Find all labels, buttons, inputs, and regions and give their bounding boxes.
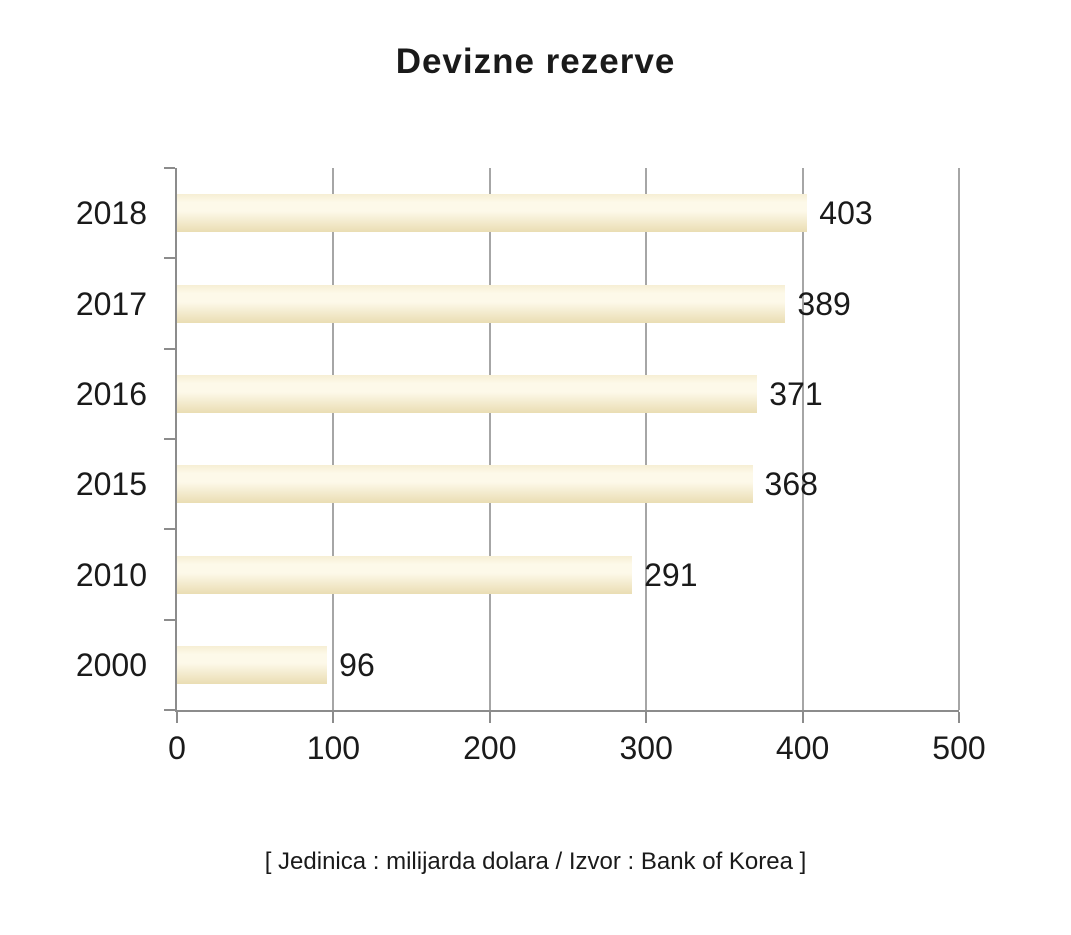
- y-axis-tick-5: [164, 618, 175, 621]
- value-label-2017: 389: [797, 285, 851, 322]
- plot-area: 0 100 200 300 400 500 2018 403 2017 389 2016 371 201…: [76, 167, 986, 764]
- value-label-2010: 291: [644, 556, 698, 593]
- bar-2010: [177, 555, 633, 594]
- bar-2016: [177, 374, 758, 413]
- y-axis-tick-0: [164, 167, 175, 169]
- x-axis-label-0: 0: [168, 730, 186, 766]
- x-axis-tick-300: [645, 712, 648, 723]
- y-axis-tick-4: [164, 528, 175, 531]
- x-axis-tick-100: [332, 712, 335, 723]
- gridline-500: [958, 168, 960, 710]
- category-label-2000: 2000: [75, 646, 147, 683]
- y-axis-tick-3: [164, 438, 175, 440]
- x-axis-tick-0: [176, 712, 178, 723]
- value-label-2018: 403: [819, 195, 873, 232]
- x-axis-label-300: 300: [619, 730, 673, 766]
- value-label-2000: 96: [339, 646, 375, 683]
- category-label-2017: 2017: [75, 285, 147, 322]
- gridline-100: [332, 168, 335, 710]
- x-axis-label-500: 500: [932, 730, 986, 766]
- bar-2000: [177, 645, 328, 684]
- x-axis-tick-200: [488, 712, 491, 723]
- category-label-2016: 2016: [75, 375, 147, 412]
- bar-2018: [177, 194, 808, 233]
- y-axis-tick-6: [164, 709, 175, 711]
- source-footnote: [ Jedinica : milijarda dolara / Izvor : …: [264, 848, 807, 875]
- x-axis-label-400: 400: [775, 730, 830, 766]
- gridline-400: [801, 168, 804, 710]
- category-label-2015: 2015: [75, 466, 147, 503]
- y-axis-tick-1: [164, 257, 175, 260]
- value-label-2015: 368: [764, 466, 818, 503]
- gridline-200: [488, 168, 491, 710]
- category-label-2010: 2010: [75, 556, 147, 593]
- category-label-2018: 2018: [75, 195, 147, 232]
- chart-title: Devizne rezerve: [395, 42, 676, 81]
- x-axis-label-100: 100: [306, 730, 361, 766]
- y-axis-tick-2: [164, 347, 175, 350]
- x-axis-tick-400: [801, 712, 804, 723]
- x-axis-label-200: 200: [463, 730, 517, 766]
- gridline-300: [645, 168, 648, 710]
- x-axis-tick-500: [958, 712, 960, 723]
- bar-2015: [177, 465, 753, 504]
- bar-2017: [177, 284, 786, 323]
- value-label-2016: 371: [769, 375, 823, 412]
